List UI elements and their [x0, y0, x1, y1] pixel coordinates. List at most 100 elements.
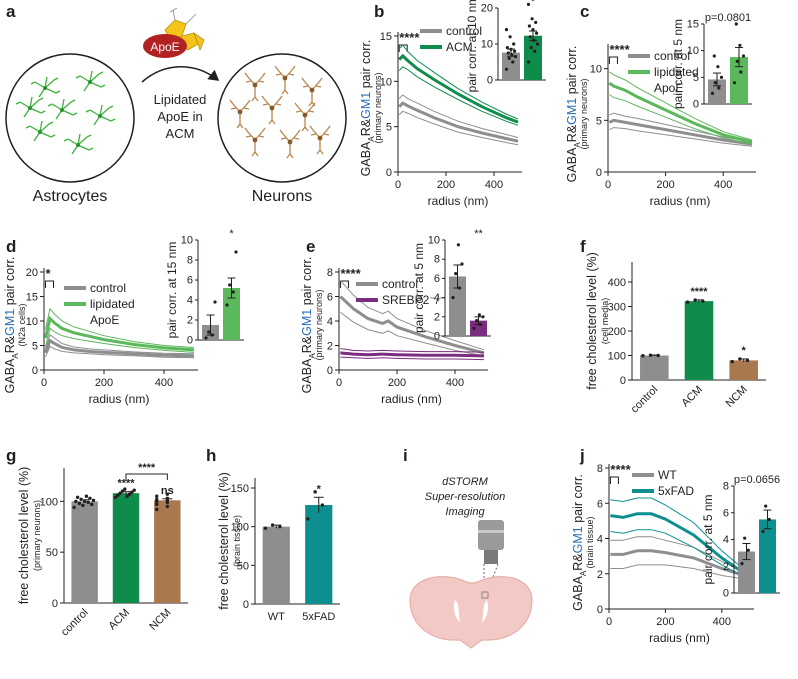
x-axis-label: radius (nm) — [650, 194, 711, 208]
inset-y-tick-label: 6 — [434, 273, 440, 285]
x-axis-label: radius (nm) — [89, 392, 150, 406]
inset-y-tick-label: 0 — [434, 331, 440, 343]
series-0-line — [608, 118, 753, 146]
astrocytes-dish — [5, 53, 135, 183]
inset-data-point — [531, 28, 535, 32]
series-1-lower-sem — [610, 529, 751, 581]
y-axis-label-part: R& — [359, 118, 373, 136]
inset-data-point — [746, 548, 750, 552]
data-point — [116, 493, 120, 497]
series-1-lower-sem — [45, 327, 195, 353]
data-point — [118, 491, 122, 495]
y-tick-label: 300 — [608, 302, 626, 314]
y-axis-note: (cell media) — [600, 298, 610, 345]
brain-section — [409, 576, 533, 649]
y-tick-label: 0 — [52, 598, 58, 610]
inset-significance: ** — [474, 228, 483, 240]
y-tick-label: 100 — [608, 351, 626, 363]
data-point — [313, 490, 317, 494]
x-tick-label: 400 — [446, 377, 464, 389]
legend-label-2: ApoE — [90, 313, 119, 327]
y-tick-label: 10 — [26, 316, 38, 328]
y-tick-label: 10 — [590, 64, 602, 76]
inset-bar-1 — [730, 57, 748, 104]
y-axis-label: GABAAR&GM1 pair corr. — [571, 474, 588, 611]
data-point — [155, 497, 159, 501]
data-point — [127, 492, 132, 496]
legend-label-1: lipidated — [654, 65, 699, 79]
astrocytes-label: Astrocytes — [33, 188, 108, 205]
inset-data-point — [511, 60, 515, 64]
inset-data-point — [761, 529, 765, 534]
data-point — [123, 487, 127, 491]
y-tick-label: 15 — [380, 31, 392, 43]
y-tick-label: 100 — [231, 522, 249, 534]
y-axis-note: (primary neurons) — [32, 500, 42, 571]
data-point — [79, 497, 83, 501]
series-0-line — [44, 338, 195, 358]
y-axis-label-part: A — [579, 570, 588, 576]
series-1-upper-sem — [609, 71, 753, 141]
inset-data-point — [504, 67, 509, 71]
y-axis-label: free cholesterol level (%) — [17, 467, 31, 605]
category-label-1: ACM — [679, 384, 705, 410]
comparison-bracket — [125, 473, 168, 480]
y-axis-label-part: R& — [565, 124, 579, 142]
series-1-upper-sem — [610, 497, 751, 575]
y-axis-label-part: GM1 — [3, 309, 17, 336]
x-tick-label: 0 — [395, 179, 401, 191]
inset-data-point — [510, 53, 514, 57]
data-point — [320, 503, 325, 507]
category-label-1: 5xFAD — [302, 611, 335, 623]
series-1-line — [610, 512, 751, 579]
category-label-0: WT — [268, 611, 285, 623]
panel-d-letter: d — [6, 237, 16, 256]
data-point — [82, 499, 87, 504]
y-tick-label: 50 — [237, 560, 249, 572]
y-tick-label: 0 — [386, 167, 392, 179]
inset-y-tick-label: 4 — [434, 292, 440, 304]
y-axis-label-part: pair corr. — [3, 257, 17, 309]
dstorm-text-1: dSTORM — [442, 476, 488, 488]
inset-significance: * — [531, 0, 536, 8]
inset-data-point — [207, 330, 211, 334]
inset-data-point — [534, 20, 538, 24]
inset-data-point — [472, 326, 476, 330]
inset-data-point — [717, 86, 721, 90]
series-0-upper-sem — [45, 333, 195, 355]
y-tick-label: 0 — [327, 365, 333, 377]
significance-bracket — [608, 56, 618, 64]
inset-data-point — [767, 517, 771, 522]
inset-data-point — [533, 49, 537, 53]
data-point — [84, 494, 89, 498]
inset-significance: p=0.0656 — [734, 474, 780, 486]
neurons-dish — [217, 53, 347, 183]
x-tick-label: 0 — [605, 179, 611, 191]
inset-y-tick-label: 8 — [723, 481, 729, 493]
y-tick-label: 5 — [32, 341, 38, 353]
inset-data-point — [512, 42, 516, 46]
y-tick-label: 2 — [327, 341, 333, 353]
y-axis-label-part: pair corr. — [300, 257, 314, 309]
arrow-text-3: ACM — [166, 126, 195, 141]
inset-y-tick-label: 0 — [487, 75, 493, 87]
arrow-text-1: Lipidated — [154, 92, 207, 107]
y-axis-note: (brain tissue) — [585, 516, 595, 568]
inset-data-point — [739, 70, 743, 74]
inset-data-point — [535, 31, 539, 35]
y-axis-note: (N2a cells) — [17, 303, 27, 346]
data-point — [72, 505, 76, 510]
bar-1 — [684, 301, 714, 380]
inset-data-point — [527, 24, 532, 28]
data-point — [648, 353, 653, 357]
bar-2 — [154, 500, 181, 603]
data-point — [155, 507, 159, 512]
series-1-line — [340, 351, 485, 358]
y-tick-label: 4 — [327, 316, 333, 328]
transfer-arrow — [141, 66, 220, 83]
data-point — [74, 499, 78, 504]
inset-data-point — [710, 91, 715, 95]
inset-data-point — [741, 54, 746, 58]
significance-bracket — [45, 280, 54, 288]
